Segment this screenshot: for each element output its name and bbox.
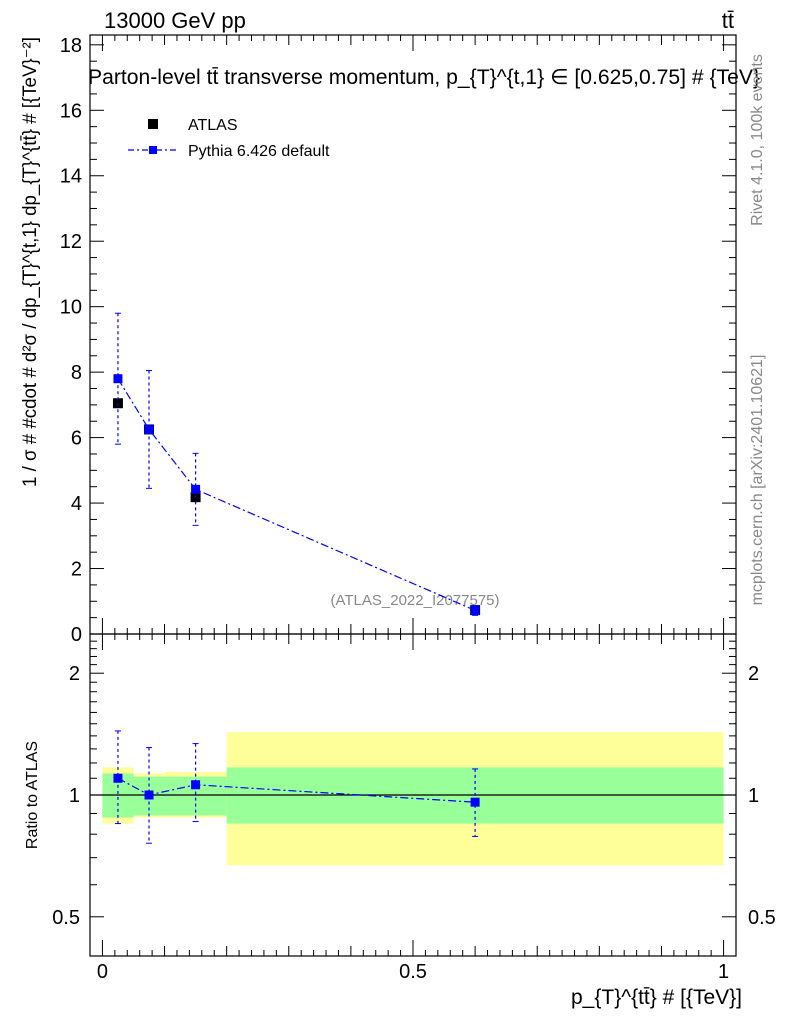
ratio-pythia-point <box>191 780 201 790</box>
ratio-pythia-point <box>470 797 480 807</box>
ratio-ytick-label-right: 2 <box>748 663 759 685</box>
legend: ATLAS Pythia 6.426 default <box>128 117 330 160</box>
legend-atlas-marker <box>148 119 158 129</box>
ratio-ytick-label: 2 <box>69 663 80 685</box>
main-ytick-label: 6 <box>71 428 82 450</box>
main-ytick-label: 10 <box>60 297 82 319</box>
pythia-point <box>113 374 123 384</box>
main-ytick-label: 2 <box>71 559 82 581</box>
main-frame <box>89 34 737 635</box>
main-ytick-label: 12 <box>60 231 82 253</box>
legend-pythia-marker <box>149 146 157 154</box>
energy-label: 13000 GeV pp <box>104 8 246 33</box>
rivet-label: Rivet 4.1.0, 100k events <box>749 54 766 226</box>
ratio-xtick-label: 1 <box>718 961 729 983</box>
main-ytick-label: 8 <box>71 362 82 384</box>
main-ytick-label: 4 <box>71 493 82 515</box>
legend-pythia-label: Pythia 6.426 default <box>188 143 330 160</box>
ratio-ylabel: Ratio to ATLAS <box>24 741 41 849</box>
ratio-ytick-label: 0.5 <box>52 907 80 929</box>
ratio-pythia-line <box>117 777 476 803</box>
plot-title: Parton-level tt̄ transverse momentum, p_… <box>88 66 760 89</box>
pythia-point <box>191 484 201 494</box>
ratio-panel: 0 0.5 1 0.5 0.5 1 1 2 2 <box>52 633 776 983</box>
main-panel: 0 2 4 6 8 10 12 14 16 18 <box>60 34 737 646</box>
main-ylabel: 1 / σ # #cdot # d²σ / dp_{T}^{t,1} dp_{T… <box>20 37 41 487</box>
pythia-point <box>144 424 154 434</box>
ratio-xlabel: p_{T}^{tt̄} # [{TeV}] <box>571 986 742 1009</box>
mcplots-label: mcplots.cern.ch [arXiv:2401.10621] <box>749 355 766 606</box>
process-label: tt̄ <box>722 8 734 33</box>
ratio-ytick-label-right: 1 <box>748 785 759 807</box>
ratio-pythia-point <box>113 773 123 783</box>
main-ytick-label: 14 <box>60 166 82 188</box>
analysis-label: (ATLAS_2022_I2077575) <box>330 592 499 609</box>
ratio-ytick-label-right: 0.5 <box>748 907 776 929</box>
ratio-xtick-label: 0 <box>97 961 108 983</box>
main-ytick-label: 0 <box>71 624 82 646</box>
legend-atlas-label: ATLAS <box>188 117 238 134</box>
ratio-xtick-label: 0.5 <box>399 961 427 983</box>
pythia-line <box>117 378 476 611</box>
pythia-point <box>470 605 480 615</box>
ratio-pythia-point <box>144 790 154 800</box>
main-ytick-label: 16 <box>60 100 82 122</box>
main-ytick-label: 18 <box>60 35 82 57</box>
ratio-ytick-label: 1 <box>69 785 80 807</box>
